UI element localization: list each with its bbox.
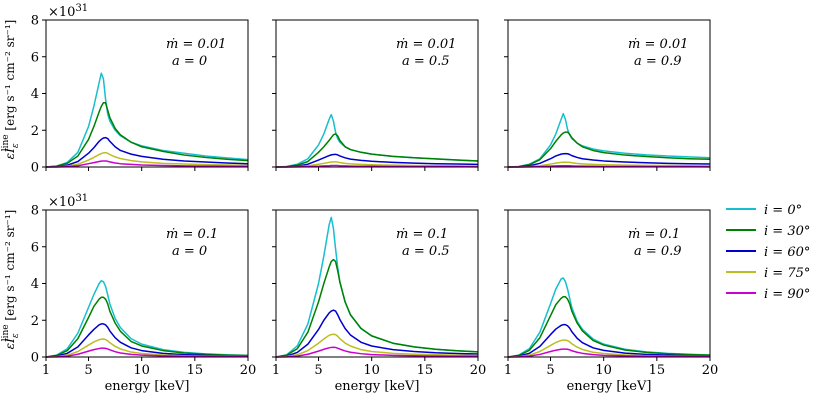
y-tick-label: 0	[31, 351, 39, 366]
panel-1: 0 2 4 6 8 ṁ = 0.01 a = 0 ×1031 εIεline [erg s⁻¹ …	[1, 3, 249, 176]
x-axis-label: energy [keV]	[105, 379, 190, 394]
annotation-mdot: ṁ = 0.1	[166, 227, 218, 242]
series-line-2	[275, 258, 479, 358]
x-tick-label: 10	[363, 363, 380, 378]
panel-3: ṁ = 0.01 a = 0.9	[504, 19, 711, 171]
legend-label: i = 75°	[764, 266, 810, 281]
series-line-3	[507, 152, 711, 168]
y-tick-label: 0	[31, 161, 39, 176]
y-tick-label: 2	[31, 124, 39, 139]
x-tick-label: 20	[240, 363, 257, 378]
y-tick-label: 4	[31, 277, 39, 292]
annotation-mdot: ṁ = 0.01	[166, 37, 226, 52]
series-line-4	[276, 161, 479, 168]
x-tick-label: 1	[272, 363, 280, 378]
y-tick-label: 8	[31, 14, 39, 29]
series-line-1	[45, 72, 249, 168]
legend-label: i = 30°	[764, 224, 810, 239]
annotation-mdot: ṁ = 0.1	[628, 227, 680, 242]
series-line-2	[507, 295, 711, 358]
y-tick-label: 2	[31, 314, 39, 329]
series-line-3	[275, 309, 479, 358]
x-axis-label: energy [keV]	[567, 379, 652, 394]
annotation-spin: a = 0.5	[402, 54, 450, 69]
x-tick-label: 1	[42, 363, 50, 378]
x-tick-label: 15	[187, 363, 204, 378]
y-tick-label: 6	[31, 240, 39, 255]
annotation-mdot: ṁ = 0.01	[628, 37, 688, 52]
y-tick-label: 6	[31, 50, 39, 65]
annotation-spin: a = 0.5	[402, 244, 450, 259]
series-line-2	[275, 133, 479, 168]
annotation-mdot: ṁ = 0.1	[396, 227, 448, 242]
x-tick-label: 5	[546, 363, 554, 378]
x-tick-label: 20	[470, 363, 487, 378]
series-line-3	[45, 136, 249, 168]
y-tick-label: 4	[31, 87, 39, 102]
legend: i = 0° i = 30° i = 60° i = 75° i = 90°	[726, 203, 810, 302]
y-axis-label: εIεline [erg s⁻¹ cm⁻² sr⁻¹]	[1, 20, 21, 160]
legend-label: i = 90°	[764, 287, 810, 302]
x-tick-label: 1	[504, 363, 512, 378]
series-line-4	[508, 161, 711, 168]
series-line-1	[45, 279, 249, 358]
y-axis-label: εIεline [erg s⁻¹ cm⁻² sr⁻¹]	[1, 210, 21, 350]
x-tick-label: 20	[702, 363, 719, 378]
series-line-5	[46, 160, 249, 168]
series-line-3	[275, 153, 479, 168]
y-tick-label: 8	[31, 204, 39, 219]
annotation-mdot: ṁ = 0.01	[396, 37, 456, 52]
legend-label: i = 60°	[764, 245, 810, 260]
x-tick-label: 10	[595, 363, 612, 378]
series-line-2	[45, 101, 249, 168]
legend-label: i = 0°	[764, 203, 802, 218]
y-multiplier: ×1031	[48, 193, 88, 210]
x-tick-label: 5	[84, 363, 92, 378]
annotation-spin: a = 0	[172, 54, 207, 69]
series-line-1	[507, 277, 711, 358]
series-line-5	[45, 347, 248, 358]
series-line-4	[275, 333, 479, 358]
y-multiplier: ×1031	[48, 3, 88, 20]
x-axis-label: energy [keV]	[335, 379, 420, 394]
x-tick-label: 15	[417, 363, 434, 378]
series-line-2	[507, 131, 711, 168]
series-line-3	[45, 323, 249, 358]
annotation-spin: a = 0.9	[634, 54, 682, 69]
series-line-2	[45, 296, 249, 358]
series-line-5	[275, 346, 478, 358]
x-tick-label: 15	[649, 363, 666, 378]
panel-2: ṁ = 0.01 a = 0.5	[272, 19, 479, 171]
x-tick-label: 10	[133, 363, 150, 378]
series-line-4	[45, 151, 249, 168]
annotation-spin: a = 0.9	[634, 244, 682, 259]
annotation-spin: a = 0	[172, 244, 207, 259]
series-line-3	[507, 323, 711, 358]
series-line-5	[507, 348, 710, 358]
x-tick-label: 5	[314, 363, 322, 378]
